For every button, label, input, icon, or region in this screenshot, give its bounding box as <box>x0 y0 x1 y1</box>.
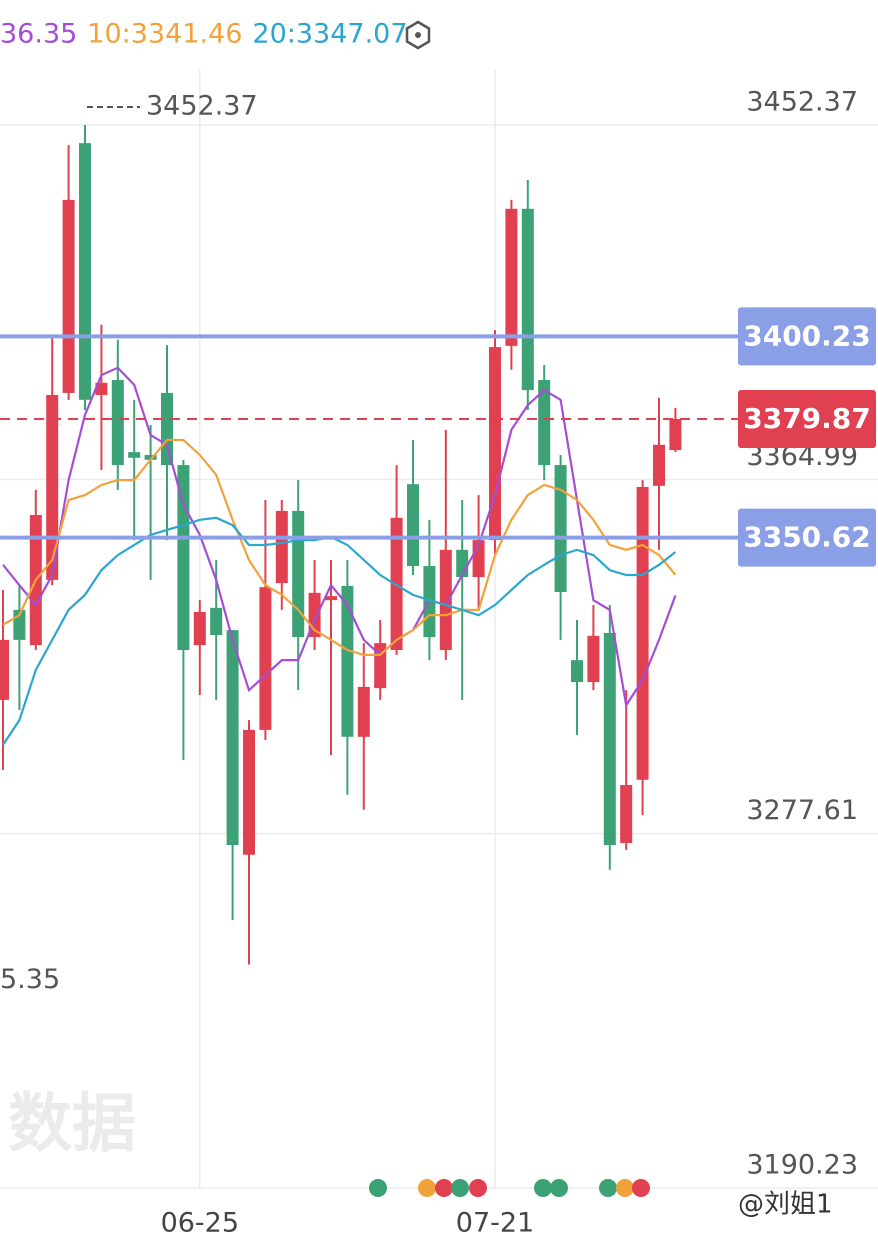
candle-body <box>243 729 255 855</box>
event-dot[interactable] <box>534 1179 552 1197</box>
ma-legend: 20:3347.07 <box>252 19 407 50</box>
ma-line <box>2 366 677 709</box>
candle-body <box>275 510 288 584</box>
candle-body <box>620 785 633 844</box>
watermark: 数据 <box>8 1088 136 1162</box>
x-tick-label: 06-25 <box>161 1208 239 1239</box>
settings-hexagon <box>405 20 431 50</box>
candle-body <box>79 143 91 400</box>
candle-body <box>554 465 567 593</box>
candle-body <box>587 635 600 683</box>
candle-body <box>226 630 239 846</box>
candle-body <box>489 347 501 541</box>
event-dot[interactable] <box>451 1179 469 1197</box>
settings-icon[interactable] <box>405 20 431 50</box>
event-dot[interactable] <box>469 1179 487 1197</box>
event-dot[interactable] <box>632 1179 650 1197</box>
candle-body <box>111 379 124 466</box>
ma-line <box>2 516 677 746</box>
x-tick-label: 07-21 <box>456 1208 534 1239</box>
last-price-label: 3379.87 <box>743 402 871 435</box>
candle-body <box>653 444 665 486</box>
candle-body <box>571 660 583 683</box>
candle-body <box>193 611 206 646</box>
ma-legend: 36.35 <box>0 19 77 50</box>
user-tag: @刘姐1 <box>738 1190 833 1220</box>
candle-body <box>144 454 157 460</box>
level-tag <box>738 508 876 567</box>
event-dot[interactable] <box>616 1179 634 1197</box>
candle-body <box>538 379 551 466</box>
candle-body <box>46 394 59 580</box>
event-dots <box>369 1179 650 1197</box>
candle-body <box>439 549 452 651</box>
y-tick-label: 3277.61 <box>746 795 858 826</box>
candle-body <box>669 418 682 451</box>
candle-body <box>357 686 370 737</box>
candle-body <box>603 632 616 846</box>
event-dot[interactable] <box>599 1179 617 1197</box>
candle-body <box>325 596 337 601</box>
candle-body <box>505 208 518 346</box>
ma-legend: 10:3341.46 <box>87 19 242 50</box>
y-tick-label: 3190.23 <box>746 1150 858 1181</box>
candle-body <box>636 486 649 780</box>
min-label: 5.35 <box>0 964 60 995</box>
event-dot[interactable] <box>418 1179 436 1197</box>
last-price-tag <box>738 389 876 448</box>
settings-dot <box>415 32 421 38</box>
level-label: 3400.23 <box>743 319 871 352</box>
max-label: 3452.37 <box>146 91 258 122</box>
candle-body <box>161 392 173 466</box>
level-tag <box>738 307 876 366</box>
candle-body <box>259 587 272 730</box>
candle-body <box>210 607 223 636</box>
ma-line <box>2 438 677 656</box>
event-dot[interactable] <box>550 1179 568 1197</box>
candle-body <box>407 484 419 567</box>
candle-body <box>95 382 108 395</box>
level-label: 3350.62 <box>743 521 871 554</box>
candle-body <box>521 208 534 391</box>
event-dot[interactable] <box>435 1179 453 1197</box>
candle-body <box>292 510 305 638</box>
y-tick-label: 3452.37 <box>746 87 858 118</box>
event-dot[interactable] <box>369 1179 387 1197</box>
candle-body <box>0 639 9 700</box>
candle-body <box>128 452 141 458</box>
candle-body <box>341 585 354 737</box>
candle-body <box>62 199 75 393</box>
